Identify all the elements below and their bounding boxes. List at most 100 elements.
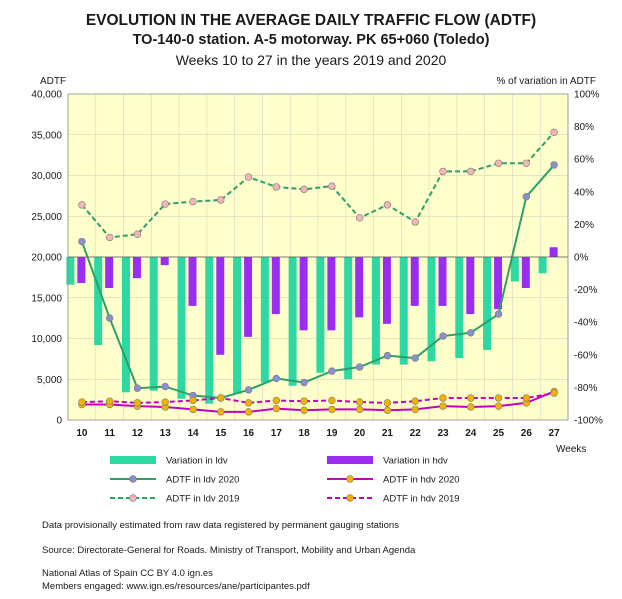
x-tick-label: 10 — [76, 428, 88, 439]
bar-variation-in-ldv — [427, 257, 436, 362]
x-tick-label: 22 — [410, 428, 422, 439]
bar-variation-in-ldv — [288, 257, 297, 386]
x-tick-label: 21 — [382, 428, 394, 439]
point-adtf-in-hdv-2020 — [411, 405, 419, 414]
bar-variation-in-hdv — [494, 257, 503, 310]
point-adtf-in-ldv-2019 — [300, 185, 308, 194]
x-tick-label: 27 — [549, 428, 561, 439]
legend-marker — [129, 475, 137, 483]
point-adtf-in-hdv-2019 — [411, 397, 419, 405]
point-adtf-in-ldv-2019 — [494, 159, 503, 167]
bar-variation-in-hdv — [521, 257, 530, 288]
x-tick-label: 25 — [493, 428, 505, 439]
plot-frame — [67, 93, 569, 421]
bar-variation-in-hdv — [382, 257, 391, 324]
bar-variation-in-ldv — [538, 257, 547, 274]
point-adtf-in-ldv-2020 — [383, 351, 392, 360]
y-tick-right-label: -20% — [574, 285, 597, 296]
bar-variation-in-hdv — [244, 257, 253, 337]
point-adtf-in-ldv-2020 — [411, 354, 419, 362]
point-adtf-in-ldv-2019 — [439, 167, 447, 176]
point-adtf-in-ldv-2020 — [133, 384, 142, 392]
bar-variation-in-hdv — [271, 257, 280, 315]
bar-variation-in-hdv — [105, 257, 114, 288]
y-tick-left-label: 30,000 — [31, 171, 62, 182]
bar-variation-in-hdv — [299, 257, 308, 331]
point-adtf-in-hdv-2020 — [439, 402, 447, 410]
point-adtf-in-ldv-2019 — [411, 218, 419, 226]
point-adtf-in-hdv-2019 — [189, 396, 197, 405]
point-adtf-in-ldv-2020 — [161, 382, 169, 391]
point-adtf-in-hdv-2020 — [494, 402, 503, 410]
point-adtf-in-ldv-2019 — [217, 196, 225, 204]
legend-swatch — [327, 456, 373, 464]
bar-variation-in-ldv — [233, 257, 242, 394]
point-adtf-in-hdv-2020 — [189, 405, 197, 414]
point-adtf-in-ldv-2020 — [494, 310, 503, 318]
line-series — [78, 128, 558, 416]
line-adtf-in-ldv-2020 — [80, 164, 555, 400]
x-tick-label: 14 — [187, 428, 199, 439]
y-tick-left-label: 0 — [56, 416, 62, 427]
legend-label: Variation in hdv — [383, 456, 448, 467]
y-tick-left-label: 40,000 — [31, 90, 62, 101]
point-adtf-in-hdv-2019 — [161, 398, 169, 406]
x-tick-label: 16 — [243, 428, 255, 439]
legend-label: ADTF in hdv 2020 — [383, 475, 460, 486]
bar-variation-in-ldv — [94, 257, 103, 346]
legend-marker — [346, 494, 354, 502]
point-adtf-in-ldv-2019 — [550, 128, 558, 137]
bar-variation-in-hdv — [160, 257, 169, 266]
y-tick-right-label: 20% — [574, 220, 594, 231]
point-adtf-in-hdv-2019 — [244, 399, 253, 407]
point-adtf-in-hdv-2019 — [105, 397, 114, 405]
point-adtf-in-hdv-2019 — [328, 396, 336, 405]
chart-subtitle-weeks: Weeks 10 to 27 in the years 2019 and 202… — [175, 52, 447, 68]
y-tick-right-label: -60% — [574, 350, 597, 361]
point-adtf-in-ldv-2019 — [383, 201, 392, 209]
point-adtf-in-hdv-2020 — [217, 408, 225, 416]
y-tick-right-label: -40% — [574, 318, 597, 329]
footer-atlas: National Atlas of Spain CC BY 4.0 ign.es — [42, 568, 213, 579]
point-adtf-in-ldv-2020 — [467, 329, 475, 337]
bar-variation-in-hdv — [549, 247, 558, 257]
bar-variation-in-ldv — [371, 257, 380, 365]
x-axis-label: Weeks — [556, 444, 586, 455]
point-adtf-in-ldv-2020 — [355, 363, 364, 371]
point-adtf-in-hdv-2019 — [217, 394, 225, 402]
y-tick-right-label: 100% — [574, 90, 600, 101]
point-adtf-in-ldv-2019 — [467, 167, 475, 176]
point-adtf-in-ldv-2020 — [439, 332, 447, 340]
point-adtf-in-ldv-2019 — [272, 183, 281, 191]
bar-variation-in-ldv — [316, 257, 325, 373]
legend-label: ADTF in hdv 2019 — [383, 494, 460, 505]
bar-variation-in-hdv — [355, 257, 364, 318]
point-adtf-in-hdv-2020 — [300, 406, 308, 414]
point-adtf-in-ldv-2020 — [522, 192, 531, 201]
line-adtf-in-hdv-2020 — [81, 390, 555, 413]
y-axis-left-ticks: 0 5,000 10,000 15,000 20,000 25,000 30,000 35,0… — [31, 90, 62, 427]
y-tick-right-label: 40% — [574, 187, 594, 198]
bar-variation-in-hdv — [132, 257, 141, 279]
bar-variation-in-hdv — [216, 257, 225, 355]
y-tick-right-label: 0% — [574, 253, 589, 264]
line-adtf-in-ldv-2019 — [81, 131, 555, 239]
bar-variation-in-ldv — [455, 257, 464, 359]
y-tick-right-label: 80% — [574, 122, 594, 133]
y-tick-right-label: -80% — [574, 383, 597, 394]
bar-variation-in-ldv — [344, 257, 353, 380]
point-adtf-in-ldv-2020 — [78, 237, 86, 246]
bar-variation-in-ldv — [399, 257, 408, 365]
bar-variation-in-hdv — [466, 257, 475, 315]
y-tick-left-label: 20,000 — [31, 253, 62, 264]
point-adtf-in-hdv-2019 — [439, 394, 447, 402]
y-tick-left-label: 10,000 — [31, 334, 62, 345]
point-adtf-in-hdv-2019 — [494, 394, 503, 402]
bar-variation-in-ldv — [66, 257, 75, 285]
x-tick-label: 15 — [215, 428, 227, 439]
legend-swatch — [110, 456, 156, 464]
y-tick-left-label: 5,000 — [37, 375, 62, 386]
point-adtf-in-ldv-2020 — [272, 374, 281, 383]
point-adtf-in-hdv-2020 — [272, 404, 281, 413]
bar-variation-in-ldv — [205, 257, 214, 404]
